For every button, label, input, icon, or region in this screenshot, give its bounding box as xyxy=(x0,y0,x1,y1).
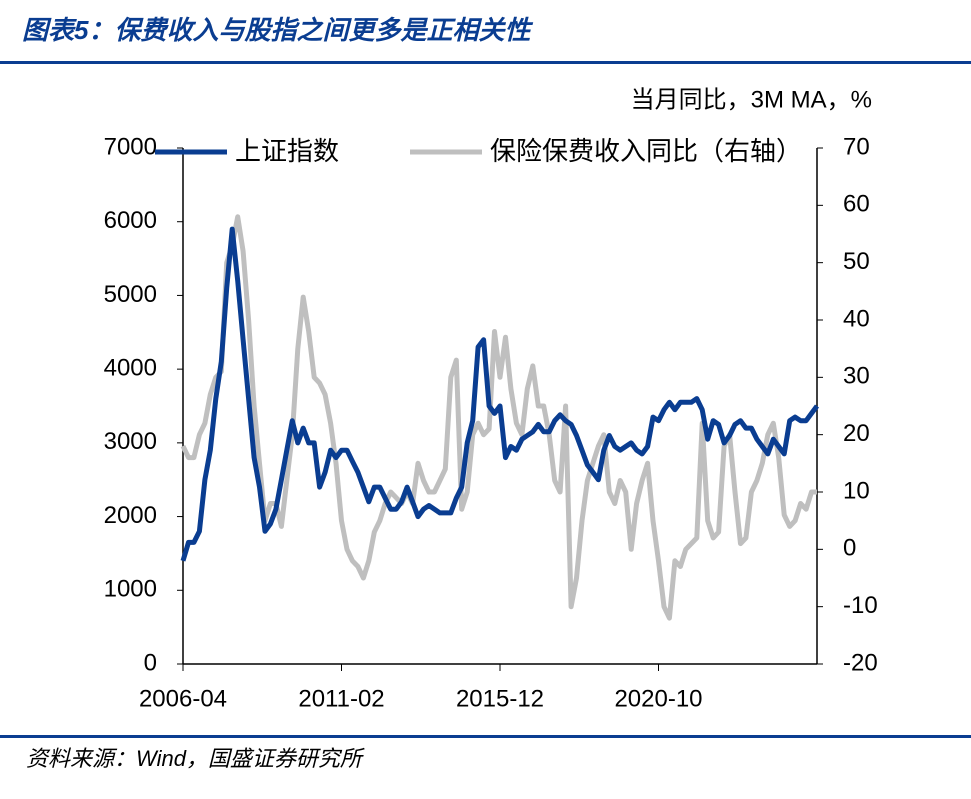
series-line xyxy=(180,214,817,621)
y2-tick-label: 40 xyxy=(843,305,870,332)
chart-title: 图表5：保费收入与股指之间更多是正相关性 xyxy=(22,15,533,45)
x-tick-label: 2020-10 xyxy=(614,685,702,712)
y2-tick-label: 20 xyxy=(843,420,870,447)
x-tick-label: 2015-12 xyxy=(456,685,544,712)
y-tick-label: 3000 xyxy=(104,428,157,455)
legend-label: 保险保费收入同比（右轴） xyxy=(490,136,802,166)
y-tick-label: 0 xyxy=(144,649,157,676)
y-tick-label: 2000 xyxy=(104,502,157,529)
y-tick-label: 4000 xyxy=(104,354,157,381)
x-tick-label: 2006-04 xyxy=(139,685,227,712)
y2-tick-label: 0 xyxy=(843,535,856,562)
source: 资料来源：Wind，国盛证券研究所 xyxy=(26,746,365,771)
title-rule xyxy=(0,61,971,64)
y-tick-label: 5000 xyxy=(104,281,157,308)
y2-tick-label: 70 xyxy=(843,133,870,160)
y-tick-label: 6000 xyxy=(104,207,157,234)
y2-tick-label: -20 xyxy=(843,649,878,676)
x-tick-label: 2011-02 xyxy=(298,685,384,712)
y-tick-label: 7000 xyxy=(104,133,157,160)
y2-tick-label: 10 xyxy=(843,477,870,504)
y2-tick-label: -10 xyxy=(843,592,878,619)
source-rule xyxy=(0,735,971,738)
y2-tick-label: 60 xyxy=(843,191,870,218)
y-tick-label: 1000 xyxy=(104,576,157,603)
y2-tick-label: 50 xyxy=(843,248,870,275)
legend-label: 上证指数 xyxy=(235,136,339,166)
y2-tick-label: 30 xyxy=(843,363,870,390)
series-line xyxy=(180,226,820,562)
unit-label: 当月同比，3M MA，% xyxy=(631,86,872,113)
